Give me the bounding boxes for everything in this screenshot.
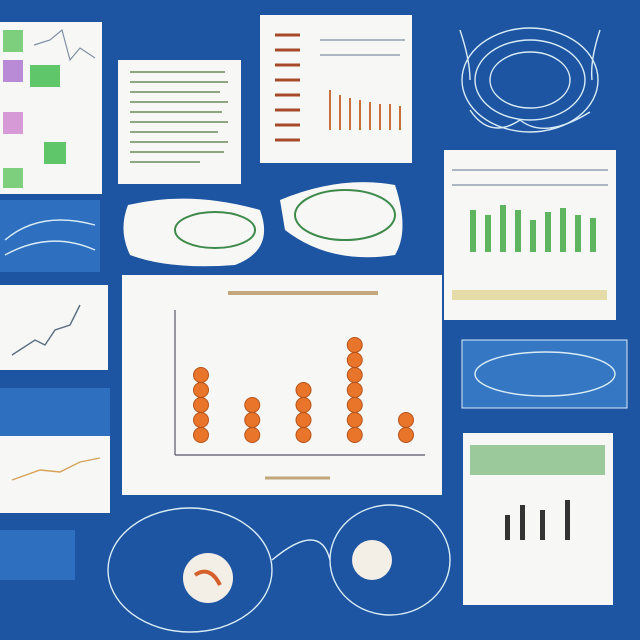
left-panels: [0, 200, 110, 580]
panel-text-page: [118, 60, 241, 184]
dot: [295, 382, 312, 398]
dot-stack: [295, 382, 312, 443]
dot-stack: [193, 367, 209, 443]
dot: [295, 397, 312, 413]
dot: [244, 427, 261, 443]
dot: [193, 367, 209, 383]
panel-top-left: [0, 22, 102, 194]
dot: [295, 412, 312, 428]
dot-stack: [398, 412, 414, 443]
dot: [398, 427, 414, 443]
eye-illustrations: [107, 504, 451, 633]
dot: [346, 397, 363, 413]
jellyfish-illustration: [459, 27, 601, 133]
dot-stack: [244, 397, 261, 443]
dot: [244, 412, 261, 428]
dot: [346, 382, 363, 398]
dot: [346, 337, 363, 353]
dot: [193, 382, 209, 398]
dot: [295, 427, 312, 443]
dot-stack: [346, 337, 363, 443]
dot: [346, 427, 363, 443]
dot: [193, 397, 209, 413]
dot: [244, 397, 261, 413]
dot: [346, 367, 363, 383]
dot: [398, 412, 414, 428]
dot: [346, 352, 363, 368]
panel-green-bars: [444, 150, 616, 320]
dot: [346, 412, 363, 428]
right-panels: [461, 339, 628, 605]
dot: [193, 412, 209, 428]
center-chart-panel: [122, 275, 442, 495]
dot: [193, 427, 209, 443]
dot-stacks: [193, 337, 414, 443]
panel-red-bars: [260, 15, 412, 163]
leaf-cards: [123, 182, 403, 267]
